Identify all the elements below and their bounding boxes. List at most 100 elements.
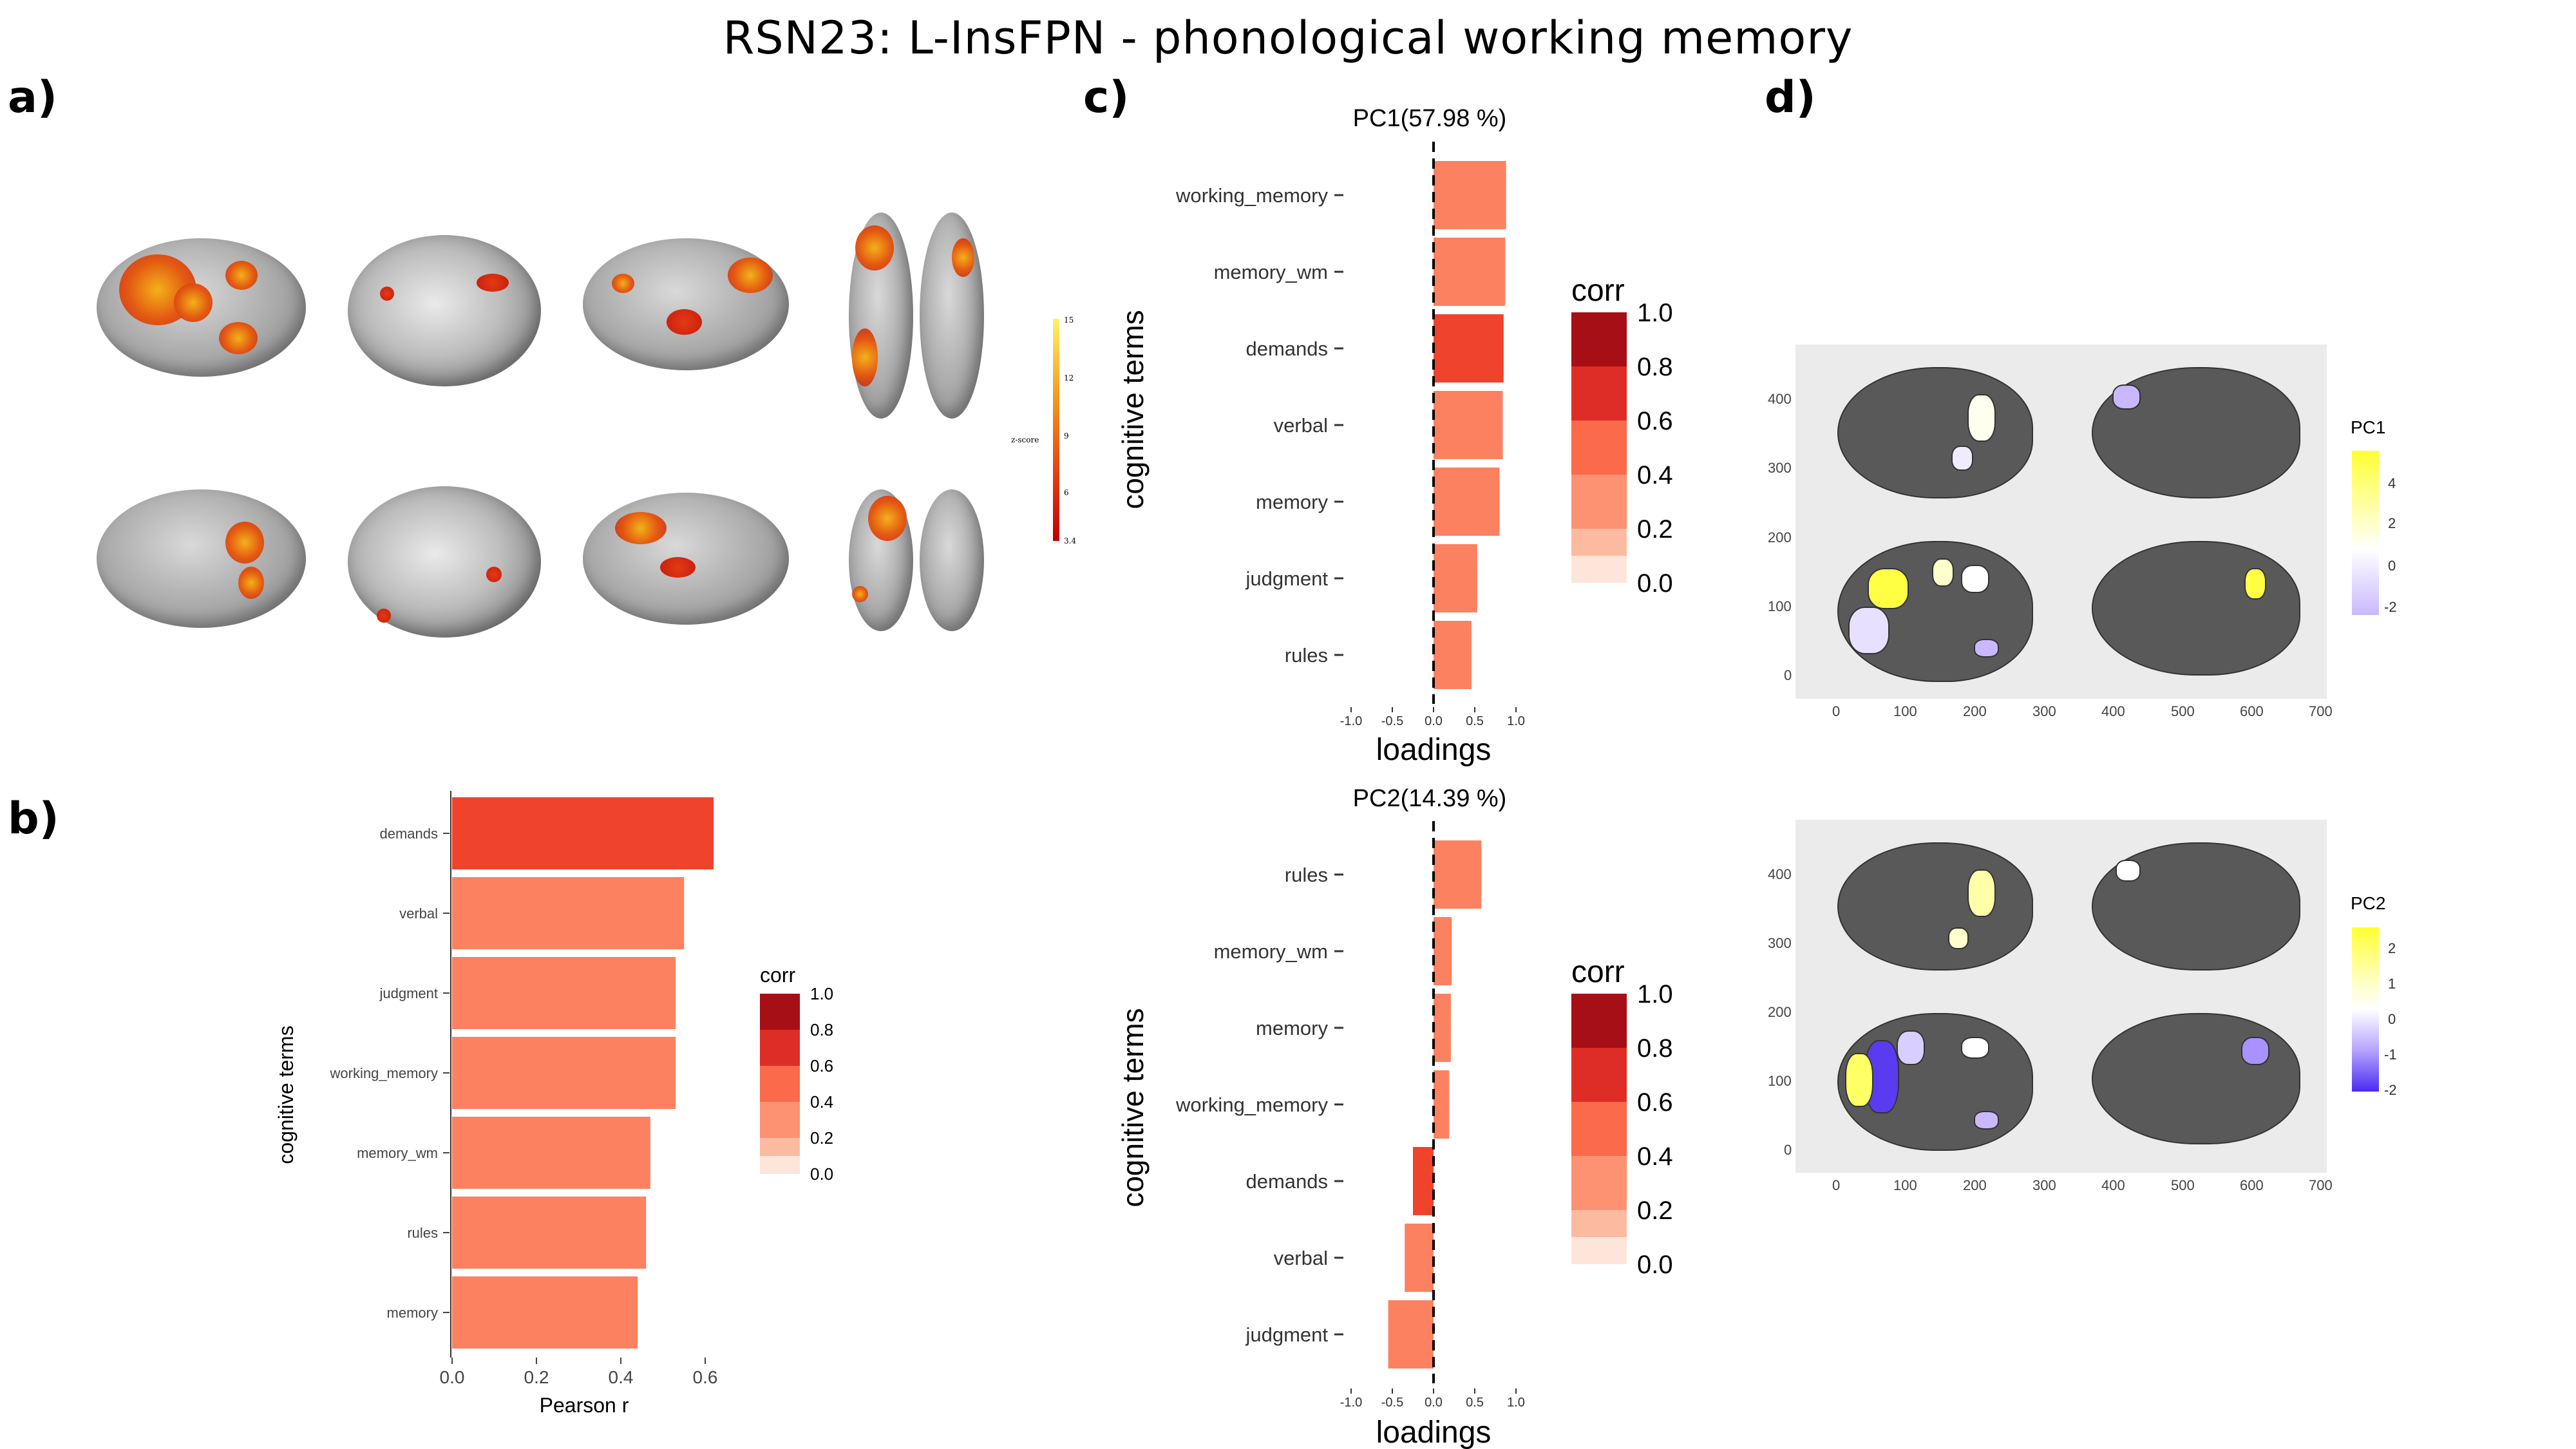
map-patch: [1951, 446, 1973, 471]
pc2-x-tick: 200: [1963, 1177, 1987, 1193]
map-brain-lateral-right: [1837, 541, 2033, 682]
x-axis-label: Pearson r: [540, 1394, 629, 1417]
map-patch: [2112, 384, 2141, 410]
pc2-x-tick: 700: [2309, 1177, 2333, 1193]
activation-blob: [728, 258, 773, 293]
pc2-y-tick: 0: [1784, 1142, 1792, 1158]
activation-blob: [612, 274, 634, 293]
activation-blob: [952, 238, 974, 277]
map-patch: [1868, 568, 1909, 609]
map-patch: [1974, 639, 1999, 658]
colorbar-tick: 9: [1064, 431, 1069, 440]
pc2-x-tick: 600: [2240, 1177, 2264, 1193]
bar-judgment: [452, 957, 676, 1029]
pc2-x-tick: 300: [2032, 1177, 2056, 1193]
activation-blob: [868, 496, 907, 541]
legend-tick: 0.2: [810, 1128, 833, 1148]
map-patch: [2116, 860, 2141, 882]
pc2-y-tick: 100: [1768, 1073, 1792, 1089]
brain-posterior-left: [849, 489, 913, 631]
bar-verbal: [452, 877, 685, 949]
bar-memory: [452, 1276, 638, 1349]
activation-blob: [225, 522, 264, 564]
activation-blob: [238, 567, 264, 599]
y-axis-label: cognitive terms: [274, 1025, 298, 1164]
map-patch: [1961, 565, 1989, 593]
bar-demands: [452, 797, 714, 869]
legend-tick: 0.0: [810, 1164, 833, 1184]
map-brain-medial-left: [2092, 367, 2300, 498]
map-brain-lateral-left: [1837, 367, 2033, 498]
pc2-x-tick: 400: [2101, 1177, 2125, 1193]
map-patch: [1932, 558, 1954, 587]
pc1-x-tick: 600: [2240, 703, 2264, 719]
legend-title: corr: [760, 963, 795, 987]
pc1-legend-gradient: [2352, 451, 2379, 615]
pc1-legend-tick: 2: [2388, 515, 2396, 531]
colorbar-tick: 15: [1064, 316, 1074, 325]
pc1-legend-title: PC1: [2351, 417, 2386, 437]
map-patch: [1974, 1111, 1999, 1130]
zscore-colorbar: [1053, 319, 1059, 541]
pc1-legend-tick: 4: [2388, 475, 2396, 491]
brain-medial-right-bottom: [583, 493, 789, 625]
legend-swatch: [760, 1066, 800, 1102]
pc2-legend-gradient: [2352, 927, 2379, 1092]
x-tick-label: 0.4: [609, 1367, 634, 1387]
y-tick-label: working_memory: [330, 1065, 439, 1081]
activation-blob: [615, 512, 667, 544]
pc2-legend-tick: 1: [2388, 976, 2396, 992]
map-patch: [1948, 927, 1969, 949]
brain-lateral-left-top: [97, 238, 306, 377]
pc2-legend-tick: 2: [2388, 940, 2396, 956]
bar-rules: [452, 1197, 647, 1269]
pc1-x-tick: 300: [2032, 703, 2056, 719]
pc1-x-tick: 0: [1832, 703, 1841, 719]
bar-memory_wm: [452, 1117, 650, 1189]
legend-swatch: [760, 994, 800, 1030]
legend-swatch: [760, 1030, 800, 1066]
pc1-y-tick: 200: [1768, 529, 1792, 545]
colorbar-tick: 3.4: [1064, 536, 1077, 545]
activation-blob: [855, 225, 894, 270]
pc2-legend-tick: -2: [2384, 1082, 2397, 1098]
pc2-x-tick: 500: [2171, 1177, 2195, 1193]
pc2-x-tick: 0: [1832, 1177, 1841, 1193]
y-tick-label: verbal: [399, 905, 438, 922]
map-brain-medial-right: [2092, 541, 2300, 676]
activation-blob: [219, 322, 258, 354]
legend-tick: 0.4: [810, 1092, 833, 1112]
map-patch: [1967, 394, 1996, 442]
y-tick-label: demands: [379, 826, 438, 842]
legend-tick: 0.8: [810, 1020, 833, 1039]
map-brain-medial-right: [2092, 1013, 2300, 1144]
colorbar-tick: 12: [1064, 374, 1074, 383]
pc1-x-tick: 200: [1963, 703, 1987, 719]
activation-blob: [486, 567, 502, 582]
brain-dorsal-right: [920, 213, 984, 419]
x-tick-label: 0.0: [440, 1367, 465, 1387]
map-patch: [1967, 869, 1996, 917]
brain-medial-left-top: [583, 238, 789, 370]
pc2-y-tick: 400: [1768, 866, 1792, 882]
map-brain-lateral-left: [1837, 842, 2033, 971]
brain-posterior-right: [920, 489, 984, 631]
pc1-x-tick: 100: [1893, 703, 1917, 719]
pc1-legend-tick: 0: [2388, 558, 2396, 574]
figure-title: RSN23: L-InsFPN - phonological working m…: [723, 12, 1853, 64]
activation-blob: [380, 287, 394, 301]
panel-label-d: d): [1765, 72, 1816, 123]
y-tick-label: memory_wm: [357, 1145, 438, 1161]
map-patch: [1845, 1053, 1873, 1107]
pc2-legend-tick: 0: [2388, 1011, 2396, 1027]
map-patch: [1897, 1030, 1925, 1065]
pc2-y-tick: 200: [1768, 1004, 1792, 1020]
map-patch: [2244, 568, 2266, 600]
map-patch: [2241, 1037, 2269, 1065]
activation-blob: [377, 609, 391, 623]
map-patch: [1848, 607, 1889, 654]
legend-swatch: [760, 1156, 800, 1174]
panel-label-c: c): [1083, 72, 1130, 123]
y-tick-label: rules: [407, 1225, 438, 1241]
